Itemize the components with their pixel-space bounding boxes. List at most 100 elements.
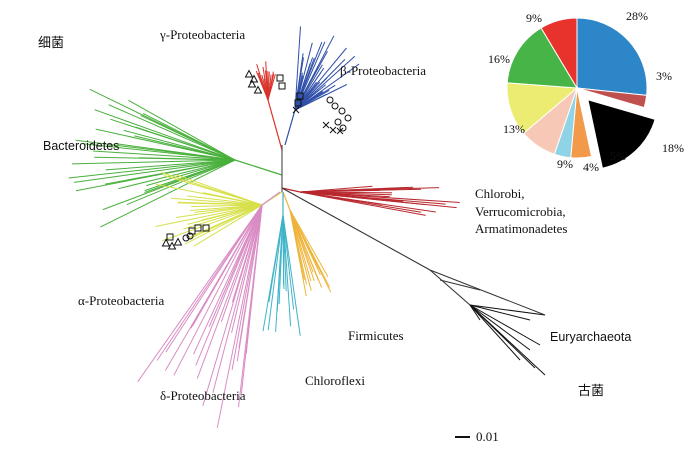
branch <box>216 204 263 428</box>
pie-slice-label-5: 9% <box>557 157 573 171</box>
pie-slice-0 <box>576 17 648 96</box>
clade-label-chloroflexi: Chloroflexi <box>305 373 365 388</box>
branch <box>469 304 531 351</box>
circle-marker <box>186 232 194 240</box>
branch <box>220 204 263 323</box>
branch <box>202 192 263 206</box>
scale-bar-label: 0.01 <box>476 429 499 444</box>
square-marker <box>202 224 210 232</box>
square-marker <box>294 99 302 107</box>
branch <box>238 204 263 408</box>
pie-chart: 28% 3% 18% 5% 4% 9% 13% 16% 9% <box>488 9 684 174</box>
square-marker <box>194 224 202 232</box>
square-marker <box>296 92 304 100</box>
pie-slice-label-8: 9% <box>526 11 542 25</box>
branch <box>190 204 263 329</box>
pie-slice-label-7: 16% <box>488 52 510 66</box>
pie-slice-7 <box>506 27 578 89</box>
branch <box>469 304 521 361</box>
archaea-domain-label: 古菌 <box>578 383 604 398</box>
pie-slice-label-3: 5% <box>610 149 626 163</box>
clade-beta <box>284 26 360 146</box>
clade-label-alpha: α-Proteobacteria <box>78 293 164 308</box>
pie-slice-1 <box>576 87 648 109</box>
clade-delta <box>137 191 281 428</box>
branch <box>105 159 236 171</box>
clade-stem <box>234 159 283 176</box>
pie-slice-label-6: 13% <box>503 122 525 136</box>
circle-marker <box>339 124 347 132</box>
circle-marker <box>334 118 342 126</box>
branch <box>294 84 348 111</box>
triangle-marker <box>253 85 263 94</box>
clade-label-chlorobi-line1: Chlorobi, <box>475 186 524 201</box>
clade-labels: 细菌 古菌 γ-Proteobacteria β-Proteobacteria … <box>38 27 631 403</box>
cross-marker <box>329 126 337 134</box>
clade-stem <box>282 191 291 211</box>
archaea-stem <box>429 269 471 306</box>
clade-chloroflexi <box>262 192 301 336</box>
branch <box>275 214 284 332</box>
branch <box>68 159 236 179</box>
cross-marker <box>292 106 300 114</box>
branch <box>176 174 263 206</box>
triangle-marker <box>244 69 254 78</box>
clade-label-chlorobi-line2: Verrucomicrobia, <box>475 204 566 219</box>
clade-euryarchaeota <box>281 187 546 376</box>
clade-chlorobi <box>281 185 460 216</box>
bacteria-domain-label: 细菌 <box>38 35 64 50</box>
branch <box>173 204 263 376</box>
branch <box>193 204 263 247</box>
branch <box>268 214 284 303</box>
branch <box>289 209 307 297</box>
sample-markers <box>161 69 352 250</box>
clade-label-delta: δ-Proteobacteria <box>160 388 246 403</box>
clade-label-beta: β-Proteobacteria <box>340 63 426 78</box>
branch <box>299 191 422 213</box>
branch <box>193 204 263 355</box>
triangle-marker <box>247 79 257 88</box>
circle-marker <box>338 107 346 115</box>
clade-stem <box>281 187 301 193</box>
clade-label-bacteroidetes: Bacteroidetes <box>43 139 119 153</box>
branch <box>128 99 236 161</box>
clade-label-firmicutes: Firmicutes <box>348 328 404 343</box>
branch <box>469 304 531 321</box>
branch <box>189 204 263 238</box>
pie-slice-label-1: 3% <box>656 69 672 83</box>
pie-slice-label-4: 4% <box>583 160 599 174</box>
branch <box>289 209 321 276</box>
branch <box>267 73 276 101</box>
triangle-marker <box>173 237 183 246</box>
clade-label-euryarchaeota: Euryarchaeota <box>550 330 631 344</box>
branch <box>142 112 236 161</box>
branch <box>100 159 236 228</box>
clade-label-gamma: γ-Proteobacteria <box>159 27 245 42</box>
branch <box>118 159 236 190</box>
branch <box>155 204 263 227</box>
cross-marker <box>336 127 344 135</box>
clade-stem <box>267 99 283 151</box>
branch <box>294 41 326 111</box>
circle-marker <box>344 114 352 122</box>
branch <box>156 204 263 361</box>
triangle-marker <box>167 241 177 250</box>
archaea-stem <box>281 187 431 271</box>
clade-gamma <box>255 61 283 151</box>
triangle-marker <box>249 74 259 83</box>
branch <box>73 159 236 183</box>
square-marker <box>276 74 284 82</box>
circle-marker <box>326 96 334 104</box>
cross-marker <box>322 121 330 129</box>
triangle-marker <box>161 238 171 247</box>
branch <box>123 129 236 161</box>
branch <box>469 304 536 369</box>
branch <box>469 304 541 346</box>
pie-slice-label-2: 18% <box>662 141 684 155</box>
branch <box>469 304 546 316</box>
clade-stem <box>284 109 296 146</box>
circle-marker <box>331 102 339 110</box>
branch <box>116 143 236 161</box>
clade-bacteroidetes <box>68 88 283 228</box>
